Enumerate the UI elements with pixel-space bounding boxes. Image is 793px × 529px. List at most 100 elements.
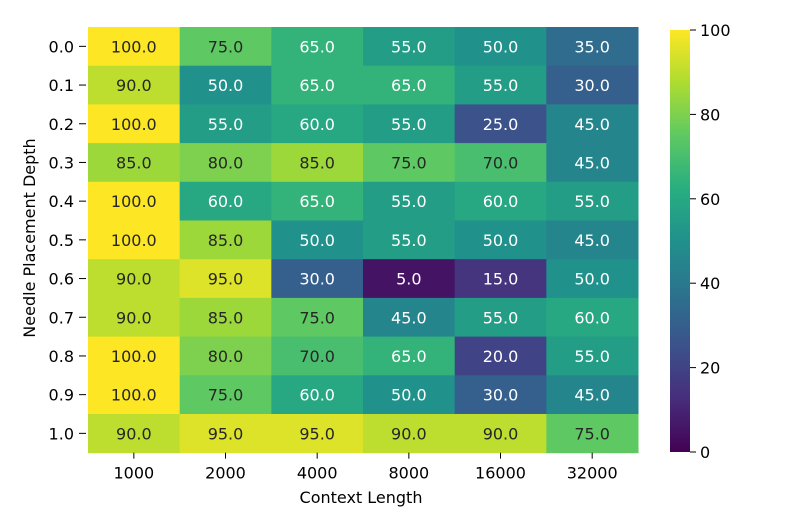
- x-tick-label: 4000: [297, 464, 338, 483]
- cell-value-label: 75.0: [208, 386, 244, 405]
- heatmap-cell: [88, 414, 181, 454]
- heatmap-cell: [363, 375, 456, 415]
- cell-value-label: 55.0: [391, 192, 427, 211]
- cell-value-label: 50.0: [299, 231, 335, 250]
- heatmap-cell: [88, 104, 181, 144]
- cell-value-label: 100.0: [111, 37, 157, 56]
- heatmap-cell: [454, 414, 547, 454]
- heatmap-cell: [454, 181, 547, 221]
- cell-value-label: 60.0: [483, 192, 519, 211]
- cell-value-label: 90.0: [391, 424, 427, 443]
- heatmap-cell: [271, 414, 364, 454]
- y-axis-label: Needle Placement Depth: [20, 138, 39, 337]
- x-tick-labels: 1000 2000 4000 8000 16000 32000: [113, 452, 618, 483]
- heatmap-cell: [88, 297, 181, 338]
- y-tick-label: 0.2: [49, 115, 74, 134]
- x-tick-label: 16000: [475, 464, 526, 483]
- y-tick-label: 0.8: [49, 347, 74, 366]
- heatmap-cell: [179, 27, 272, 67]
- cell-value-label: 65.0: [391, 347, 427, 366]
- cell-value-label: 45.0: [391, 308, 427, 327]
- heatmap-cell: [271, 27, 364, 67]
- heatmap-cell: [454, 297, 547, 338]
- x-axis-label: Context Length: [300, 488, 423, 507]
- heatmap-cell: [88, 259, 181, 299]
- x-tick-label: 32000: [567, 464, 618, 483]
- colorbar-ticks: 0 20 40 60 80 100: [690, 21, 731, 462]
- heatmap-cell: [179, 65, 272, 105]
- heatmap-cell: [179, 143, 272, 183]
- cell-value-label: 45.0: [574, 386, 610, 405]
- heatmap-cell: [88, 181, 181, 221]
- cell-value-label: 45.0: [574, 153, 610, 172]
- heatmap-cell: [546, 65, 639, 105]
- cell-value-label: 75.0: [574, 424, 610, 443]
- heatmap-cell: [454, 375, 547, 415]
- heatmap-cell: [454, 65, 547, 105]
- heatmap-cell: [179, 336, 272, 376]
- heatmap-cell: [88, 143, 181, 183]
- cell-value-label: 100.0: [111, 347, 157, 366]
- cell-value-label: 100.0: [111, 115, 157, 134]
- heatmap-cell: [363, 27, 456, 67]
- cell-value-label: 45.0: [574, 231, 610, 250]
- heatmap-cell: [363, 414, 456, 454]
- heatmap-cell: [179, 104, 272, 144]
- cell-value-label: 45.0: [574, 115, 610, 134]
- y-tick-labels: 0.0 0.1 0.2 0.3 0.4 0.5 0.6 0.7 0.8 0.9 1.0: [49, 37, 86, 443]
- heatmap-cell: [88, 27, 181, 67]
- cell-value-label: 80.0: [208, 153, 244, 172]
- cell-value-label: 75.0: [299, 308, 335, 327]
- cell-value-label: 50.0: [483, 37, 519, 56]
- heatmap-cell: [271, 375, 364, 415]
- heatmap-cell: [88, 375, 181, 415]
- cell-value-label: 30.0: [483, 386, 519, 405]
- cell-value-label: 85.0: [208, 308, 244, 327]
- cell-value-label: 55.0: [574, 347, 610, 366]
- cell-value-label: 90.0: [116, 424, 152, 443]
- cell-value-label: 90.0: [116, 270, 152, 289]
- cell-value-label: 50.0: [483, 231, 519, 250]
- heatmap-cell: [179, 259, 272, 299]
- heatmap-cell: [546, 336, 639, 376]
- cell-value-label: 75.0: [208, 37, 244, 56]
- cell-value-label: 30.0: [574, 76, 610, 95]
- heatmap-cell: [546, 27, 639, 67]
- cell-value-label: 60.0: [574, 308, 610, 327]
- cell-value-label: 65.0: [299, 37, 335, 56]
- heatmap-cell: [271, 181, 364, 221]
- y-tick-label: 0.0: [49, 37, 74, 56]
- heatmap-cell: [546, 104, 639, 144]
- heatmap-cell: [546, 259, 639, 299]
- cell-value-label: 5.0: [396, 270, 421, 289]
- colorbar-tick-label: 40: [700, 274, 720, 293]
- heatmap-cell: [454, 336, 547, 376]
- heatmap-cell: [363, 259, 456, 299]
- y-tick-label: 0.9: [49, 386, 74, 405]
- heatmap-cell: [179, 414, 272, 454]
- cell-value-label: 55.0: [391, 231, 427, 250]
- cell-value-label: 85.0: [208, 231, 244, 250]
- cell-value-label: 55.0: [483, 308, 519, 327]
- heatmap-cell: [88, 65, 181, 105]
- heatmap-cell: [271, 259, 364, 299]
- heatmap-cell: [271, 297, 364, 338]
- heatmap-cell: [363, 143, 456, 183]
- y-tick-label: 0.3: [49, 153, 74, 172]
- heatmap-cell: [454, 259, 547, 299]
- cell-value-label: 90.0: [483, 424, 519, 443]
- cell-value-label: 20.0: [483, 347, 519, 366]
- cell-value-label: 50.0: [391, 386, 427, 405]
- heatmap-cell: [271, 104, 364, 144]
- cell-value-label: 55.0: [391, 115, 427, 134]
- heatmap-cell: [179, 375, 272, 415]
- cell-value-label: 60.0: [299, 386, 335, 405]
- heatmap-cell: [271, 336, 364, 376]
- cell-value-label: 80.0: [208, 347, 244, 366]
- cell-value-label: 90.0: [116, 76, 152, 95]
- cell-value-label: 100.0: [111, 231, 157, 250]
- heatmap-cell: [88, 336, 181, 376]
- heatmap-cell: [363, 297, 456, 338]
- cell-value-label: 55.0: [391, 37, 427, 56]
